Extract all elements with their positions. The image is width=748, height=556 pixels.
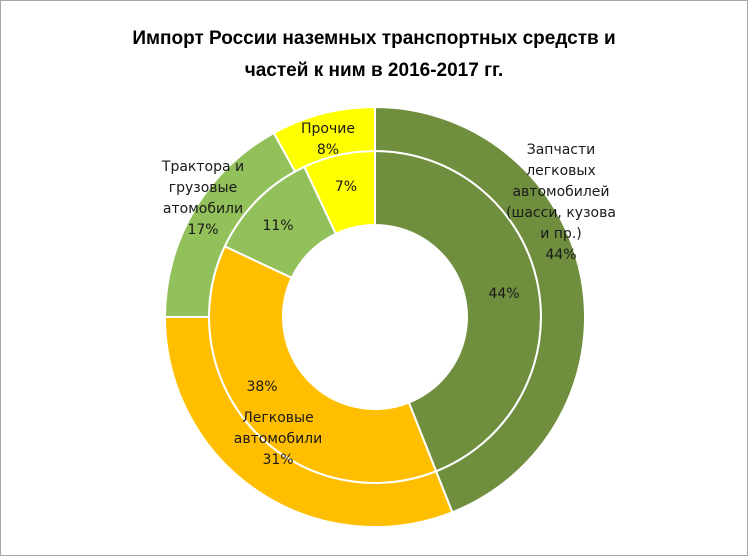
outer-label-прочие: Прочие 8% bbox=[301, 121, 355, 158]
inner-label-4: 7% bbox=[335, 179, 357, 195]
outer-label-легковые-автомобили: Легковые автомобили 31% bbox=[234, 410, 322, 468]
chart-title: Импорт России наземных транспортных сред… bbox=[1, 23, 747, 87]
outer-ring-slice-1 bbox=[374, 105, 586, 514]
inner-label-3: 11% bbox=[262, 218, 293, 234]
outer-label-запчасти-легковых-автомобилей-шасси-кузова-и-пр: Запчасти легковых автомобилей (шасси, кузов… bbox=[506, 142, 616, 263]
outer-label-трактора-и-грузовые-атомобили: Трактора и грузовые атомобили 17% bbox=[161, 159, 244, 238]
inner-label-2: 38% bbox=[246, 379, 277, 395]
inner-label-1: 44% bbox=[488, 286, 519, 302]
chart-title-line-2: частей к ним в 2016-2017 гг. bbox=[244, 60, 504, 81]
outer-ring-slice-4 bbox=[272, 105, 376, 173]
chart-title-line-1: Импорт России наземных транспортных сред… bbox=[132, 28, 616, 49]
